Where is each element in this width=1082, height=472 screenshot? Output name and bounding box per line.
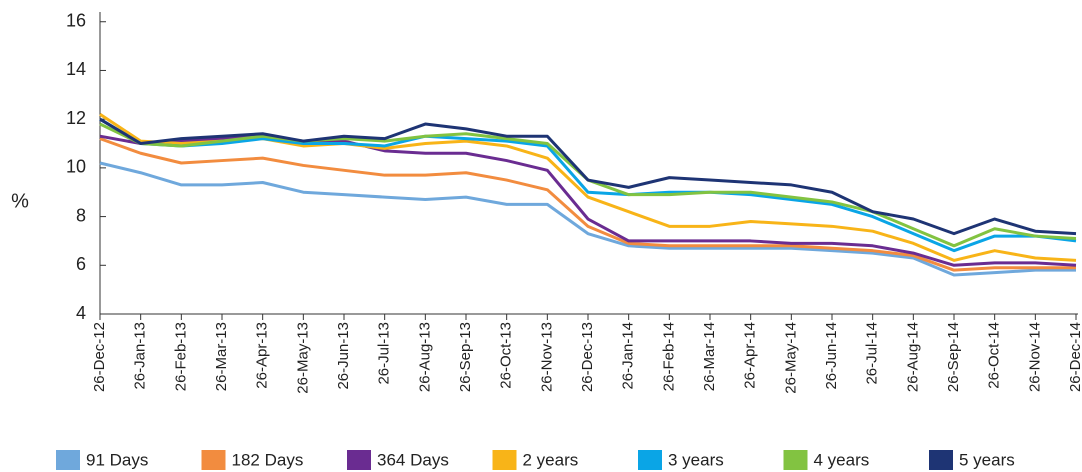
- legend-label: 4 years: [814, 450, 870, 469]
- series-line: [99, 137, 1076, 272]
- legend-label: 2 years: [523, 450, 579, 469]
- x-tick-label: 26-Dec-14: [1067, 322, 1082, 392]
- x-tick-label: 26-Apr-13: [254, 322, 271, 389]
- x-tick-label: 26-May-13: [294, 322, 311, 394]
- x-tick-label: 26-Dec-12: [91, 322, 108, 392]
- x-tick-label: 26-Feb-13: [172, 322, 189, 391]
- y-tick-label: 14: [66, 59, 86, 79]
- x-tick-label: 26-Jul-13: [376, 322, 393, 385]
- x-tick-label: 26-Nov-13: [538, 322, 555, 392]
- x-tick-label: 26-Oct-13: [498, 322, 515, 389]
- series-line: [99, 161, 1076, 277]
- legend-swatch: [201, 450, 226, 470]
- x-tick-label: 26-Oct-14: [986, 322, 1003, 389]
- legend-swatch: [638, 450, 662, 470]
- y-tick-label: 12: [66, 108, 86, 128]
- x-tick-label: 26-Jan-14: [620, 322, 637, 390]
- x-tick-label: 26-Sep-14: [945, 322, 962, 392]
- x-tick-label: 26-Jan-13: [132, 322, 149, 390]
- legend-label: 5 years: [959, 450, 1015, 469]
- y-tick-label: 4: [76, 303, 86, 323]
- x-tick-label: 26-Jun-13: [335, 322, 352, 390]
- y-tick-label: 8: [76, 205, 86, 225]
- legend-swatch: [492, 450, 517, 470]
- x-tick-label: 26-Sep-13: [457, 322, 474, 392]
- x-tick-label: 26-Jul-14: [864, 322, 881, 385]
- series-line: [99, 117, 1077, 236]
- legend-swatch: [783, 450, 808, 470]
- x-tick-label: 26-Aug-13: [416, 322, 433, 392]
- x-tick-label: 26-Mar-14: [701, 322, 718, 391]
- x-tick-label: 26-Aug-14: [904, 322, 921, 392]
- series-line: [99, 117, 1077, 253]
- legend-swatch: [56, 450, 80, 470]
- x-tick-label: 26-Apr-14: [742, 322, 759, 389]
- y-tick-label: 10: [66, 157, 86, 177]
- y-tick-label: 6: [76, 254, 86, 274]
- x-tick-label: 26-Mar-13: [213, 322, 230, 391]
- legend-label: 182 Days: [232, 450, 304, 469]
- y-axis-label: %: [11, 190, 29, 212]
- legend-label: 364 Days: [377, 450, 449, 469]
- x-tick-label: 26-Feb-14: [660, 322, 677, 391]
- x-tick-label: 26-Nov-14: [1026, 322, 1043, 392]
- x-tick-label: 26-Dec-13: [579, 322, 596, 392]
- y-tick-label: 16: [66, 10, 86, 30]
- x-tick-label: 26-May-14: [782, 322, 799, 394]
- legend-label: 3 years: [668, 450, 724, 469]
- x-tick-label: 26-Jun-14: [823, 322, 840, 390]
- legend-swatch: [929, 450, 953, 470]
- legend-swatch: [347, 450, 371, 470]
- series-line: [99, 134, 1077, 267]
- legend-label: 91 Days: [86, 450, 148, 469]
